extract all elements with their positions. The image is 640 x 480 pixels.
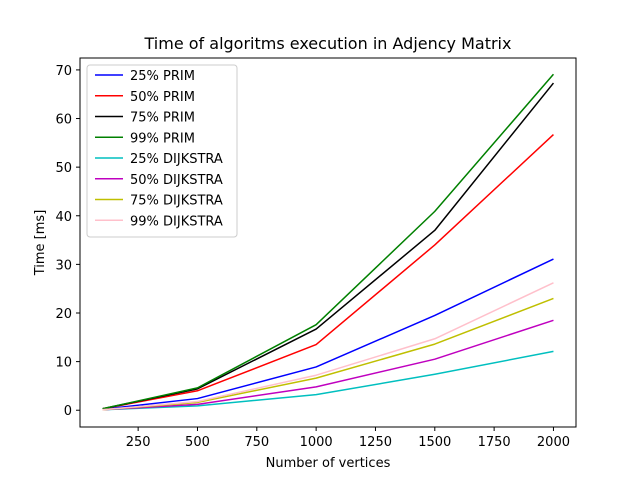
legend: 25% PRIM 50% PRIM 75% PRIM 99% PRIM 25% DIJK… (86, 64, 238, 238)
x-tick-label: 500 (185, 435, 210, 450)
x-tick-label: 1250 (359, 435, 392, 450)
legend-label: 50% DIJKSTRA (130, 173, 223, 188)
series-line-5 (102, 350, 554, 411)
legend-label: 99% PRIM (130, 131, 195, 146)
y-tick-label: 70 (55, 64, 72, 79)
series-line-8 (102, 282, 554, 411)
legend-label: 25% PRIM (130, 69, 195, 84)
series-line-2 (102, 134, 554, 410)
x-tick-label: 1000 (300, 435, 333, 450)
x-tick-label: 250 (126, 435, 151, 450)
x-axis-ticks: 250 500 750 1000 1250 1500 1750 2000 (126, 427, 570, 450)
y-axis-ticks: 0 10 20 30 40 50 60 70 (55, 64, 80, 419)
series-line-1 (102, 258, 554, 410)
legend-label: 50% PRIM (130, 90, 195, 105)
y-tick-label: 10 (55, 356, 72, 371)
series-line-6 (102, 319, 554, 411)
x-tick-label: 750 (244, 435, 269, 450)
x-tick-label: 2000 (537, 435, 570, 450)
x-tick-label: 1500 (418, 435, 451, 450)
y-axis-label: Time [ms] (33, 210, 48, 277)
y-tick-label: 20 (55, 307, 72, 322)
legend-label: 75% DIJKSTRA (130, 194, 223, 209)
chart-title: Time of algoritms execution in Adjency M… (144, 34, 512, 53)
y-tick-label: 50 (55, 161, 72, 176)
legend-box (86, 64, 238, 238)
y-tick-label: 60 (55, 113, 72, 128)
y-tick-label: 40 (55, 210, 72, 225)
x-tick-label: 1750 (478, 435, 511, 450)
legend-label: 75% PRIM (130, 111, 195, 126)
x-axis-label: Number of vertices (266, 456, 391, 471)
legend-label: 25% DIJKSTRA (130, 152, 223, 167)
y-tick-label: 30 (55, 258, 72, 273)
legend-label: 99% DIJKSTRA (130, 214, 223, 229)
y-tick-label: 0 (64, 404, 72, 419)
plot-frame (79, 57, 577, 428)
plot-lines (102, 73, 555, 411)
series-line-4 (102, 73, 555, 410)
